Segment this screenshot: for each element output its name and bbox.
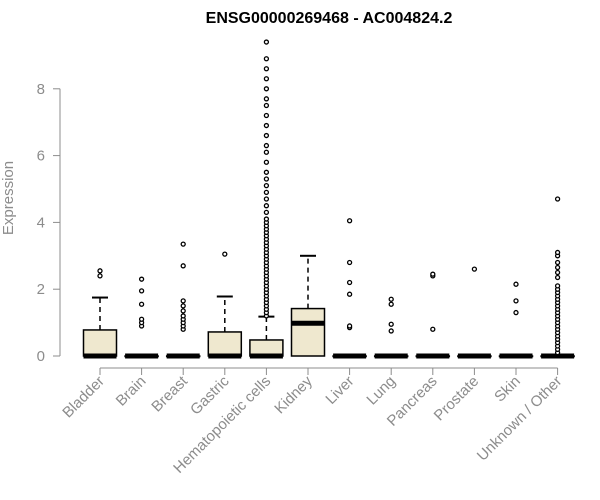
- outlier-point: [554, 249, 561, 256]
- outlier-point: [180, 308, 186, 314]
- box: [290, 307, 326, 357]
- outlier-point: [554, 259, 561, 266]
- outlier-point: [180, 241, 186, 247]
- outlier-point: [346, 323, 353, 329]
- outlier-point: [388, 328, 394, 334]
- outlier-point: [263, 209, 270, 216]
- x-tick-label: Bladder: [59, 373, 108, 422]
- outlier-point: [180, 263, 186, 269]
- outlier-point: [554, 264, 561, 271]
- outlier-point: [138, 288, 145, 294]
- outlier-point: [263, 112, 270, 119]
- outlier-point: [430, 271, 436, 277]
- outlier-point: [346, 259, 353, 266]
- outlier-point: [138, 316, 145, 322]
- outlier-point: [346, 291, 353, 297]
- outlier-point: [263, 122, 270, 129]
- outlier-point: [388, 301, 394, 307]
- outlier-point: [263, 183, 270, 189]
- outlier-point: [263, 56, 270, 62]
- y-axis: 0 2 4 6 8: [37, 81, 61, 365]
- x-tick-label: Prostate: [431, 373, 483, 425]
- outlier-point: [138, 276, 145, 282]
- outlier-point: [263, 216, 270, 222]
- outlier-point: [388, 296, 394, 302]
- box: [82, 329, 118, 357]
- outlier-point: [263, 102, 270, 109]
- outlier-point: [263, 159, 270, 165]
- y-tick-label: 8: [37, 81, 45, 98]
- outlier-point: [263, 169, 270, 175]
- y-tick-label: 6: [37, 148, 45, 165]
- outlier-point: [554, 283, 561, 289]
- outlier-point: [263, 142, 270, 149]
- y-axis-label: Expression: [0, 161, 17, 235]
- outlier-point: [263, 76, 270, 82]
- outlier-point: [471, 266, 478, 272]
- x-tick-label: Breast: [148, 372, 191, 415]
- outlier-point: [554, 274, 561, 281]
- chart-title: ENSG00000269468 - AC004824.2: [206, 10, 453, 27]
- outlier-point: [263, 176, 270, 182]
- outlier-point: [263, 132, 270, 139]
- x-tick-label: Kidney: [271, 372, 316, 417]
- outlier-point: [263, 189, 270, 195]
- y-tick-label: 0: [37, 348, 45, 365]
- outlier-point: [263, 96, 270, 102]
- outlier-point: [346, 218, 353, 224]
- outlier-point: [430, 326, 436, 332]
- outlier-point: [554, 196, 561, 202]
- outlier-point: [97, 273, 103, 279]
- outlier-point: [263, 196, 270, 202]
- outlier-point: [97, 268, 103, 274]
- outlier-point: [263, 39, 270, 45]
- outlier-point: [180, 298, 186, 304]
- outlier-point: [388, 321, 394, 327]
- x-tick-label: Brain: [113, 373, 150, 410]
- box-group: [82, 39, 575, 359]
- outlier-point: [513, 281, 519, 287]
- x-tick-label: Lung: [363, 373, 399, 409]
- y-tick-label: 4: [37, 214, 45, 231]
- outlier-point: [513, 298, 519, 304]
- outlier-point: [263, 66, 270, 72]
- outlier-point: [263, 149, 270, 155]
- outlier-point: [222, 251, 228, 257]
- outlier-point: [180, 303, 186, 309]
- outlier-point: [180, 313, 186, 319]
- outlier-point: [554, 269, 561, 276]
- box: [207, 331, 243, 357]
- outlier-point: [138, 301, 145, 307]
- x-tick-label: Liver: [322, 373, 357, 408]
- outlier-point: [346, 279, 353, 286]
- outlier-point: [263, 203, 270, 209]
- outlier-point: [263, 86, 270, 92]
- y-tick-label: 2: [37, 281, 45, 298]
- outlier-point: [513, 309, 519, 316]
- x-tick-label: Skin: [491, 373, 524, 406]
